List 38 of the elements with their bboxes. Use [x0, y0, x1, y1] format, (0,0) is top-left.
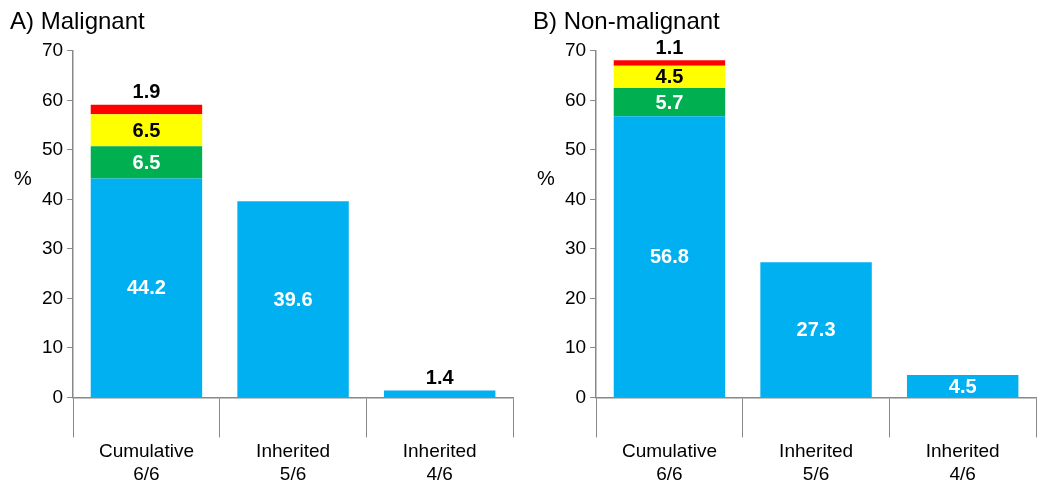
- data-label: 39.6: [273, 287, 313, 310]
- data-label: 6.5: [132, 150, 161, 173]
- y-tick-label: 60: [41, 88, 64, 110]
- data-label: 1.1: [655, 35, 684, 58]
- data-label: 56.8: [649, 245, 689, 268]
- x-tick-label: Cumulative 6/6: [621, 440, 717, 484]
- y-tick-label: 40: [41, 187, 64, 209]
- data-label: 6.5: [132, 118, 161, 141]
- y-axis-title: %: [14, 166, 32, 189]
- data-label: 1.4: [425, 365, 455, 388]
- y-tick-label: 30: [41, 237, 64, 259]
- x-tick-label: Inherited 4/6: [925, 440, 1000, 484]
- data-label: 27.3: [796, 318, 836, 341]
- y-tick-label: 0: [52, 385, 64, 407]
- x-tick-label: Cumulative 6/6: [98, 440, 194, 484]
- y-tick-label: 10: [564, 336, 587, 358]
- y-tick-label: 20: [564, 286, 587, 308]
- data-label: 4.5: [655, 65, 684, 88]
- chart-title: B) Non-malignant: [533, 7, 721, 35]
- y-tick-label: 10: [41, 336, 64, 358]
- y-tick-label: 70: [41, 39, 64, 61]
- y-tick-label: 20: [41, 286, 64, 308]
- y-axis-title: %: [537, 166, 555, 189]
- data-label: 44.2: [126, 276, 166, 299]
- y-tick-label: 40: [564, 187, 587, 209]
- x-tick-label: Inherited 5/6: [256, 440, 331, 484]
- y-tick-label: 50: [564, 138, 587, 160]
- y-tick-label: 30: [564, 237, 587, 259]
- x-tick-label: Inherited 5/6: [779, 440, 854, 484]
- y-tick-label: 60: [564, 88, 587, 110]
- chart-title: A) Malignant: [10, 7, 146, 35]
- y-tick-label: 50: [41, 138, 64, 160]
- data-label: 4.5: [948, 374, 977, 397]
- y-tick-label: 70: [564, 39, 587, 61]
- x-tick-label: Inherited 4/6: [402, 440, 477, 484]
- data-label: 5.7: [655, 90, 684, 113]
- data-label: 1.9: [132, 80, 161, 103]
- y-tick-label: 0: [575, 385, 587, 407]
